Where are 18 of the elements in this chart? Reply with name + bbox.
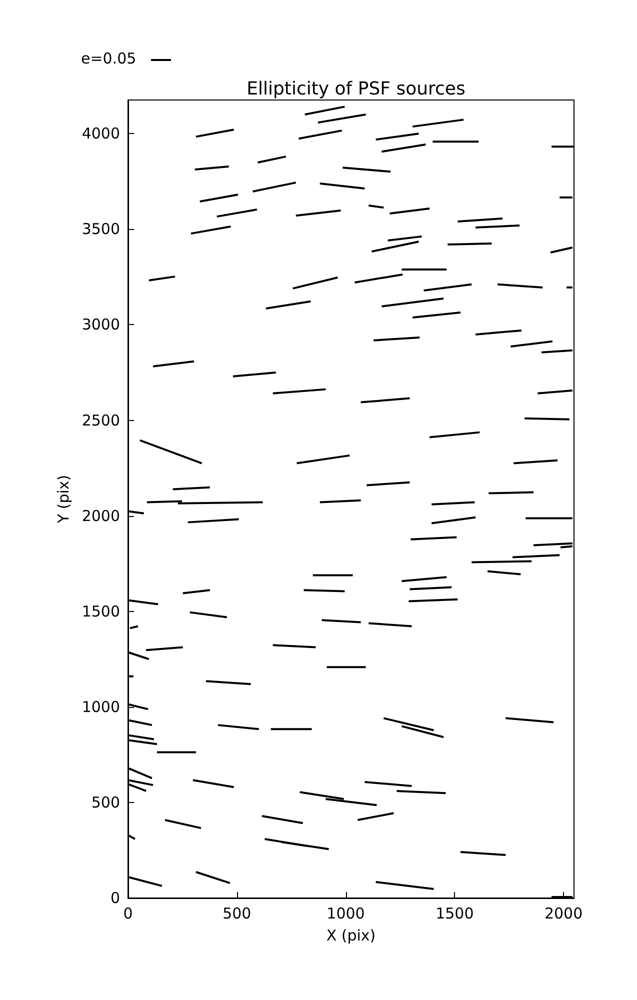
y-tick-label: 2000 [82,506,120,525]
y-tick-label: 3000 [82,316,120,334]
y-axis-title: Y (pix) [54,474,72,524]
x-tick-label: 1000 [326,904,365,922]
y-tick-label: 2500 [82,411,120,430]
x-tick-label: 0 [123,904,133,922]
x-tick-label: 500 [222,904,252,922]
text: e=0.05 [81,50,136,68]
y-tick-label: 4000 [82,124,120,143]
y-tick-label: 1000 [82,698,120,716]
chart-title: Ellipticity of PSF sources [246,78,466,100]
y-tick-label: 500 [91,793,120,812]
x-axis-title: X (pix) [326,926,376,944]
x-tick-label: 2000 [544,904,583,922]
y-tick-label: 3500 [82,220,120,238]
y-tick-label: 1500 [82,602,120,620]
y-tick-label: 0 [110,889,120,907]
x-tick-label: 1500 [436,904,474,922]
